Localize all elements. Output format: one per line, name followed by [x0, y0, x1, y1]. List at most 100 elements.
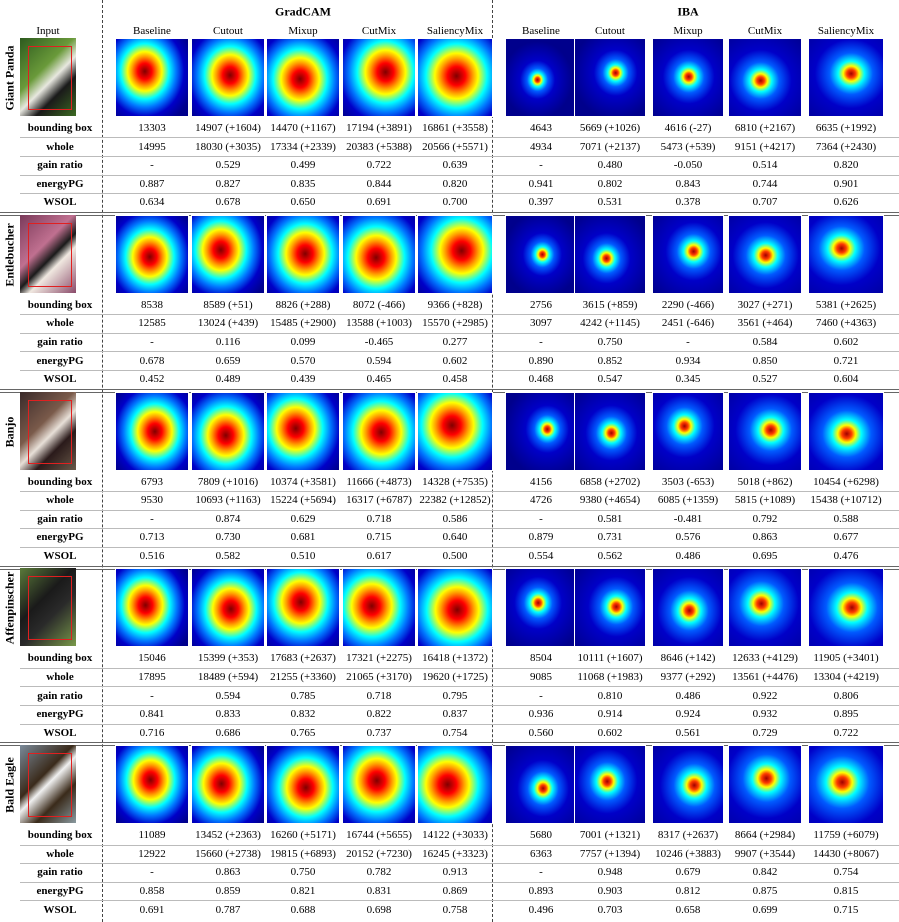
- cell: 0.626: [833, 196, 859, 209]
- cell: 0.875: [752, 885, 778, 897]
- cell: 5381 (+2625): [815, 298, 877, 311]
- row-label: gain ratio: [37, 159, 83, 172]
- cell: 6810 (+2167): [734, 122, 796, 134]
- column-header: CutMix: [361, 25, 397, 37]
- row-label: WSOL: [43, 550, 77, 562]
- heatmap: [115, 568, 189, 648]
- heatmap: [115, 214, 189, 294]
- cell: 0.887: [139, 177, 165, 190]
- cell: 11905 (+3401): [813, 652, 879, 665]
- row-label: gain ratio: [37, 689, 83, 702]
- cell: -: [150, 866, 154, 879]
- cell: 17334 (+2339): [270, 140, 336, 153]
- heatmap: [417, 745, 493, 825]
- cell: 0.903: [597, 885, 623, 897]
- cell: 21065 (+3170): [346, 671, 412, 683]
- row-rule: [20, 509, 899, 511]
- row-label: whole: [46, 847, 74, 860]
- heatmap: [266, 391, 340, 471]
- row-label: bounding box: [27, 298, 93, 311]
- cell: 15399 (+353): [197, 652, 259, 665]
- row-rule: [20, 844, 899, 846]
- heatmap: [191, 214, 265, 294]
- cell: 0.688: [290, 903, 316, 916]
- cell: 6085 (+1359): [657, 494, 719, 507]
- cell: 0.716: [139, 726, 165, 739]
- cell: 0.629: [290, 512, 316, 525]
- cell: -: [150, 159, 154, 172]
- heatmap: [342, 38, 416, 117]
- row-label: whole: [46, 494, 74, 507]
- row-label: bounding box: [27, 829, 93, 842]
- row-label: WSOL: [43, 373, 77, 386]
- cell: 0.718: [366, 512, 392, 525]
- cell: 0.948: [597, 866, 623, 879]
- cell: 14122 (+3033): [422, 829, 488, 842]
- cell: -0.481: [673, 512, 703, 525]
- cell: 0.890: [528, 354, 554, 367]
- heatmap: [342, 214, 416, 294]
- cell: 8072 (-466): [352, 298, 406, 311]
- cell: 12922: [138, 847, 166, 860]
- column-header: Mixup: [288, 25, 318, 37]
- cell: 0.658: [675, 903, 701, 916]
- class-label: Bald Eagle: [2, 757, 17, 814]
- cell: 0.476: [833, 550, 859, 562]
- cell: 8664 (+2984): [734, 829, 796, 842]
- cell: 0.698: [366, 903, 392, 916]
- cell: 0.750: [290, 866, 316, 879]
- cell: 0.468: [528, 373, 554, 386]
- heatmap: [191, 568, 265, 648]
- cell: 2756: [530, 298, 552, 311]
- cell: 8538: [141, 298, 163, 311]
- cell: 0.345: [675, 373, 701, 386]
- cell: 0.820: [442, 177, 468, 190]
- row-rule: [20, 490, 899, 492]
- cell: 7809 (+1016): [197, 475, 259, 488]
- cell: 0.850: [752, 354, 778, 367]
- cell: 0.815: [833, 885, 859, 897]
- heatmap: [728, 568, 802, 648]
- cell: 7460 (+4363): [815, 317, 877, 330]
- cell: 0.827: [215, 177, 241, 190]
- bounding-box: [28, 222, 72, 287]
- row-rule: [20, 155, 899, 157]
- row-label: WSOL: [43, 196, 77, 209]
- row-label: gain ratio: [37, 866, 83, 879]
- cell: 10374 (+3581): [270, 475, 336, 488]
- row-label: gain ratio: [37, 512, 83, 525]
- cell: 8504: [530, 652, 552, 665]
- input-image: [20, 391, 76, 470]
- heatmap: [808, 745, 884, 825]
- cell: 0.486: [675, 550, 701, 562]
- heatmap: [505, 38, 577, 117]
- cell: 0.499: [290, 159, 316, 172]
- input-image: [20, 745, 76, 824]
- heatmap: [652, 745, 724, 825]
- cell: 15570 (+2985): [422, 317, 488, 330]
- heatmap: [266, 214, 340, 294]
- cell: 9377 (+292): [660, 671, 716, 683]
- cell: 0.718: [366, 689, 392, 702]
- cell: 7364 (+2430): [815, 140, 877, 153]
- row-label: bounding box: [27, 475, 93, 488]
- cell: 0.832: [290, 708, 316, 721]
- heatmap: [115, 391, 189, 471]
- cell: 0.737: [366, 726, 392, 739]
- cell: 15046: [138, 652, 166, 665]
- cell: 9085: [530, 671, 552, 683]
- cell: -: [150, 512, 154, 525]
- cell: 6858 (+2702): [579, 475, 641, 488]
- cell: 0.941: [528, 177, 554, 190]
- cell: 0.806: [833, 689, 859, 702]
- cell: 0.594: [366, 354, 392, 367]
- cell: 0.561: [675, 726, 701, 739]
- cell: 0.602: [442, 354, 468, 367]
- cell: 0.581: [597, 512, 623, 525]
- row-label: gain ratio: [37, 336, 83, 348]
- cell: 0.810: [597, 689, 623, 702]
- heatmap: [652, 214, 724, 294]
- heatmap: [266, 745, 340, 825]
- cell: 5815 (+1089): [734, 494, 796, 507]
- cell: 0.795: [442, 689, 468, 702]
